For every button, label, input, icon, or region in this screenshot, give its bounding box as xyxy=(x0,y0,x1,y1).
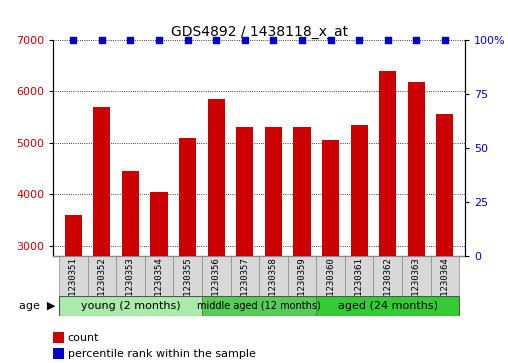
Bar xyxy=(265,127,282,256)
Text: GSM1230364: GSM1230364 xyxy=(440,257,449,311)
Bar xyxy=(259,256,288,305)
Point xyxy=(241,37,249,43)
Point xyxy=(98,37,106,43)
Text: young (2 months): young (2 months) xyxy=(81,301,180,311)
Text: GSM1230351: GSM1230351 xyxy=(69,257,78,311)
Text: GSM1230358: GSM1230358 xyxy=(269,257,278,311)
Text: aged (24 months): aged (24 months) xyxy=(338,301,438,311)
Point xyxy=(412,37,420,43)
Bar xyxy=(345,256,373,305)
Bar xyxy=(294,127,310,256)
Bar xyxy=(122,171,139,256)
Text: GSM1230353: GSM1230353 xyxy=(126,257,135,311)
Bar xyxy=(150,192,168,256)
Point xyxy=(441,37,449,43)
Bar xyxy=(53,348,64,359)
Bar xyxy=(59,256,87,305)
Bar xyxy=(431,256,459,305)
Bar xyxy=(402,256,431,305)
Point xyxy=(212,37,220,43)
Bar xyxy=(407,82,425,256)
Text: GSM1230359: GSM1230359 xyxy=(298,257,306,311)
Text: GSM1230355: GSM1230355 xyxy=(183,257,192,311)
Point xyxy=(327,37,335,43)
Point xyxy=(269,37,277,43)
Text: GSM1230361: GSM1230361 xyxy=(355,257,364,311)
Bar xyxy=(351,125,368,256)
Bar xyxy=(116,256,145,305)
Bar xyxy=(208,99,225,256)
Point xyxy=(69,37,77,43)
Bar xyxy=(145,256,173,305)
Text: GSM1230362: GSM1230362 xyxy=(383,257,392,311)
Bar xyxy=(173,256,202,305)
Bar xyxy=(316,256,345,305)
Bar xyxy=(87,256,116,305)
Text: GSM1230357: GSM1230357 xyxy=(240,257,249,311)
Point xyxy=(355,37,363,43)
Text: middle aged (12 months): middle aged (12 months) xyxy=(197,301,321,311)
Bar xyxy=(65,215,82,256)
Bar xyxy=(436,114,453,256)
Bar xyxy=(236,127,253,256)
Text: percentile rank within the sample: percentile rank within the sample xyxy=(68,349,256,359)
Bar xyxy=(202,256,231,305)
Bar xyxy=(379,71,396,256)
Text: count: count xyxy=(68,333,99,343)
Point xyxy=(155,37,163,43)
Title: GDS4892 / 1438118_x_at: GDS4892 / 1438118_x_at xyxy=(171,25,347,39)
Bar xyxy=(59,296,202,316)
Bar xyxy=(316,296,459,316)
Text: age  ▶: age ▶ xyxy=(19,301,56,311)
Text: GSM1230363: GSM1230363 xyxy=(412,257,421,311)
Text: GSM1230360: GSM1230360 xyxy=(326,257,335,311)
Bar xyxy=(53,332,64,343)
Point xyxy=(298,37,306,43)
Bar xyxy=(322,140,339,256)
Bar xyxy=(231,256,259,305)
Bar xyxy=(373,256,402,305)
Text: GSM1230354: GSM1230354 xyxy=(154,257,164,311)
Text: GSM1230352: GSM1230352 xyxy=(98,257,106,311)
Point xyxy=(183,37,192,43)
Bar xyxy=(288,256,316,305)
Bar xyxy=(179,138,196,256)
Bar xyxy=(93,107,111,256)
Point xyxy=(126,37,135,43)
Text: GSM1230356: GSM1230356 xyxy=(212,257,220,311)
Bar xyxy=(202,296,316,316)
Point xyxy=(384,37,392,43)
